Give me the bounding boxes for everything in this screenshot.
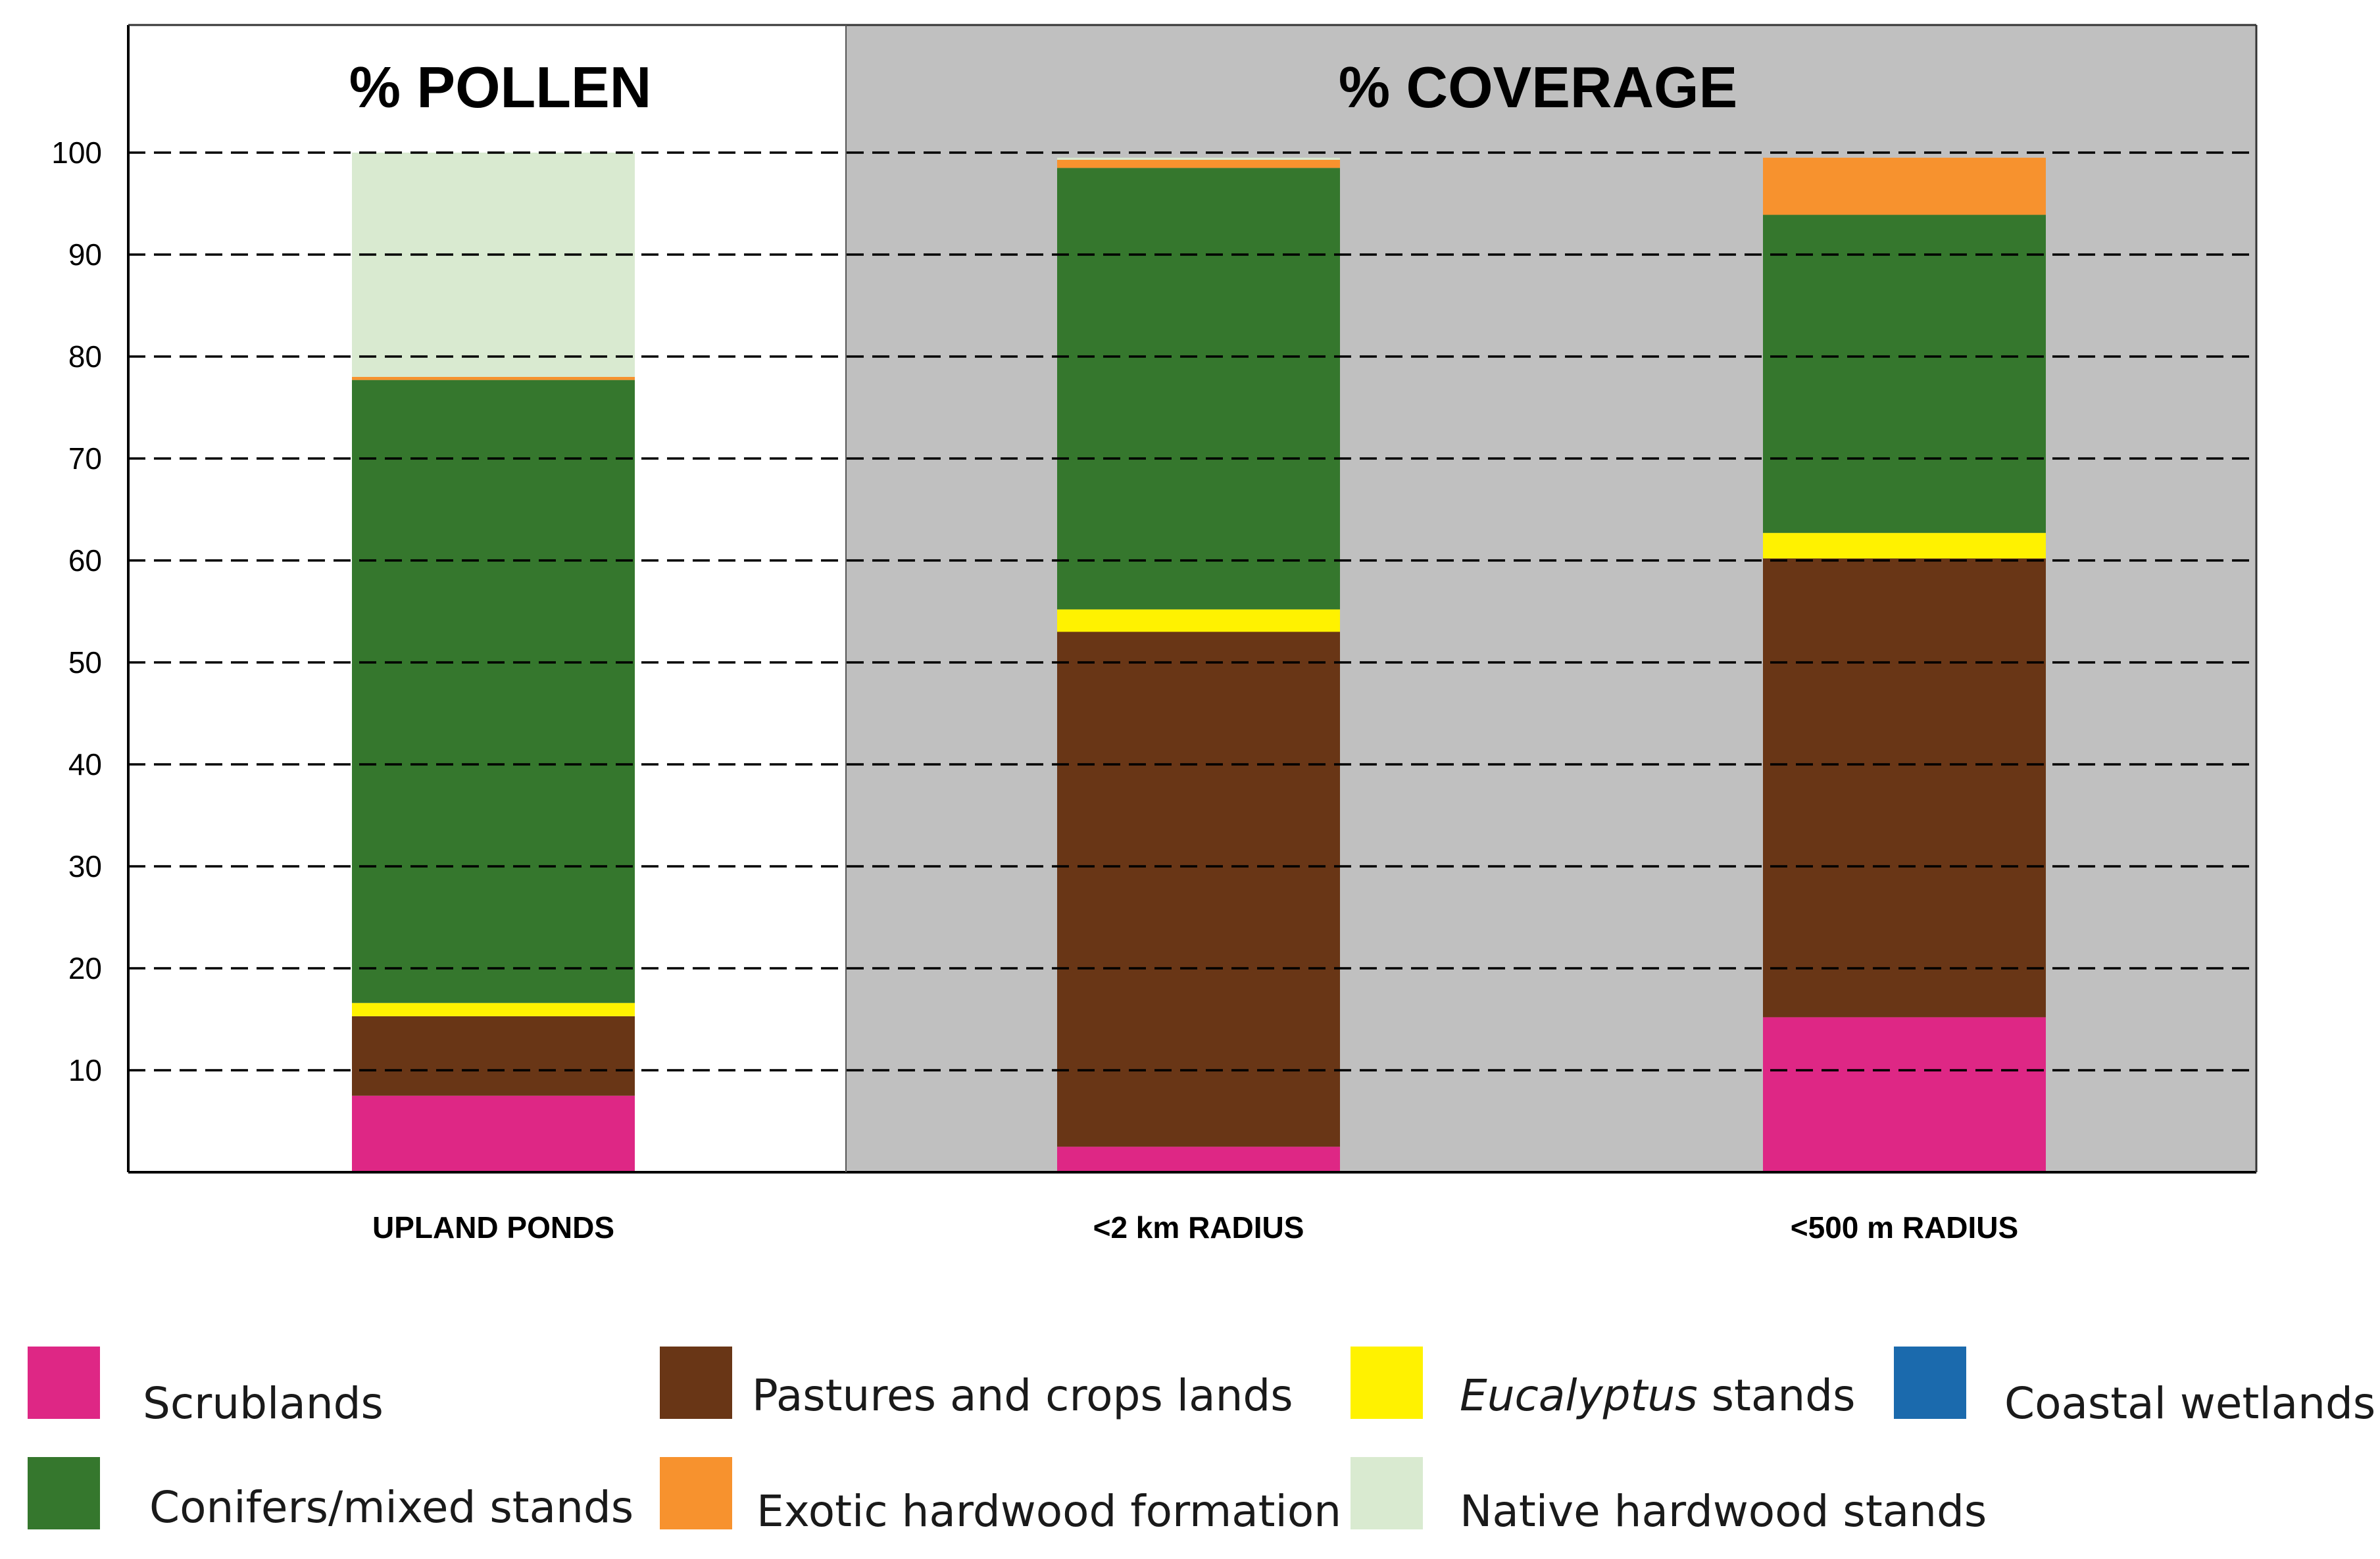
y-tick-label-50: 50 — [68, 645, 102, 680]
bar-segment-scrublands-500-m-radius — [1763, 1017, 2046, 1172]
y-tick-label-10: 10 — [68, 1053, 102, 1087]
y-tick-label-100: 100 — [51, 136, 102, 170]
y-tick-label-20: 20 — [68, 951, 102, 985]
y-tick-label-30: 30 — [68, 849, 102, 883]
bar-segment-conifers-mixed-stands-upland-ponds — [352, 380, 635, 1003]
bar-segment-pastures-and-crops-lands-500-m-radius — [1763, 558, 2046, 1018]
x-tick-label-500-m-radius: <500 m RADIUS — [1791, 1210, 2018, 1245]
bar-segment-exotic-hardwood-formation-500-m-radius — [1763, 157, 2046, 215]
bar-segment-scrublands-upland-ponds — [352, 1095, 635, 1172]
bar-segment-scrublands-2-km-radius — [1057, 1147, 1340, 1172]
x-tick-label-2-km-radius: <2 km RADIUS — [1093, 1210, 1304, 1245]
bar-segment-eucalyptus-stands-500-m-radius — [1763, 533, 2046, 558]
bar-segment-eucalyptus-stands-upland-ponds — [352, 1002, 635, 1016]
panel-title-pollen: % POLLEN — [349, 55, 652, 120]
panel-title-coverage: % COVERAGE — [1339, 55, 1737, 120]
bar-segment-exotic-hardwood-formation-2-km-radius — [1057, 159, 1340, 168]
y-tick-label-80: 80 — [68, 339, 102, 374]
x-tick-label-upland-ponds: UPLAND PONDS — [372, 1210, 614, 1245]
bar-segment-pastures-and-crops-lands-upland-ponds — [352, 1016, 635, 1096]
bar-segment-native-hardwood-stands-upland-ponds — [352, 153, 635, 377]
bar-segment-eucalyptus-stands-2-km-radius — [1057, 609, 1340, 632]
bar-segment-exotic-hardwood-formation-upland-ponds — [352, 377, 635, 380]
y-tick-label-60: 60 — [68, 543, 102, 578]
bar-segment-native-hardwood-stands-2-km-radius — [1057, 157, 1340, 160]
bar-segment-pastures-and-crops-lands-2-km-radius — [1057, 631, 1340, 1147]
y-tick-label-70: 70 — [68, 441, 102, 476]
y-tick-label-90: 90 — [68, 237, 102, 272]
bar-segment-conifers-mixed-stands-2-km-radius — [1057, 168, 1340, 610]
y-tick-label-40: 40 — [68, 747, 102, 781]
bar-segment-conifers-mixed-stands-500-m-radius — [1763, 214, 2046, 533]
